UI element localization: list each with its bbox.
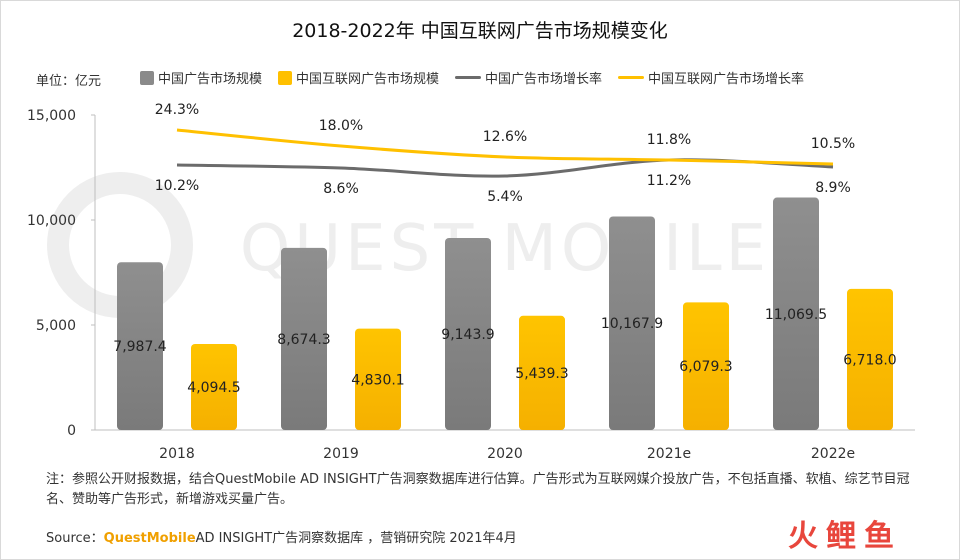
x-tick-label: 2021e	[647, 446, 691, 462]
brand-logo-text: 火鲤鱼	[788, 519, 902, 552]
bar-internet-ad-market	[355, 328, 401, 430]
bar-data-label: 9,143.9	[441, 327, 494, 343]
bar-internet-ad-market	[519, 315, 565, 430]
line-data-label: 12.6%	[483, 129, 527, 145]
legend-label: 中国广告市场增长率	[485, 72, 603, 87]
bar-data-label: 10,167.9	[601, 316, 663, 332]
source-rest: AD INSIGHT广告洞察数据库 ，营销研究院 2021年4月	[195, 531, 517, 546]
legend-item-0: 中国广告市场规模	[140, 68, 262, 87]
legend-item-1: 中国互联网广告市场规模	[278, 68, 439, 87]
unit-label: 单位：亿元	[36, 74, 102, 89]
bar-internet-ad-market	[847, 288, 893, 430]
legend-label: 中国互联网广告市场增长率	[648, 72, 805, 87]
chart-legend: 中国广告市场规模 中国互联网广告市场规模 中国广告市场增长率 中国互联网广告市场增长率	[140, 68, 820, 87]
legend-swatch	[278, 70, 293, 85]
y-tick-label: 5,000	[36, 318, 76, 334]
bar-data-label: 5,439.3	[515, 366, 568, 382]
legend-swatch	[618, 76, 645, 79]
source-prefix: Source：	[46, 531, 104, 546]
source-line: Source：QuestMobileAD INSIGHT广告洞察数据库 ，营销研…	[46, 527, 517, 546]
bar-data-label: 6,718.0	[843, 352, 896, 368]
chart-plot: QUEST MOBILE 0 5,000 10,000 15,000 2018 2019 20…	[27, 102, 915, 462]
bar-internet-ad-market	[191, 344, 237, 430]
bar-data-label: 4,830.1	[351, 372, 404, 388]
bar-ad-market	[445, 237, 491, 430]
legend-label: 中国广告市场规模	[158, 72, 263, 87]
y-tick-label: 0	[67, 423, 76, 439]
x-tick-label: 2019	[323, 446, 359, 462]
y-tick-label: 15,000	[27, 108, 76, 124]
line-data-label: 8.9%	[815, 180, 851, 196]
x-tick-label: 2022e	[811, 446, 855, 462]
line-data-label: 11.2%	[647, 173, 691, 189]
source-brand: QuestMobile	[103, 531, 196, 546]
x-tick-label: 2020	[487, 446, 523, 462]
legend-item-3: 中国互联网广告市场增长率	[618, 68, 804, 87]
legend-label: 中国互联网广告市场规模	[296, 72, 440, 87]
bar-ad-market	[773, 197, 819, 430]
legend-swatch	[140, 70, 154, 85]
line-data-label: 10.5%	[811, 136, 855, 152]
legend-swatch	[455, 76, 482, 79]
brand-logo: 火鲤鱼	[788, 519, 902, 552]
bar-data-label: 7,987.4	[113, 339, 167, 355]
line-data-label: 10.2%	[155, 178, 199, 194]
line-internet-ad-growth	[176, 128, 834, 166]
line-data-label: 18.0%	[319, 118, 363, 134]
chart-note: 注：参照公开财报数据，结合QuestMobile AD INSIGHT广告洞察数…	[46, 472, 910, 507]
y-tick-label: 10,000	[27, 213, 76, 229]
line-data-label: 11.8%	[647, 132, 691, 148]
watermark-text: QUEST MOBILE	[240, 212, 770, 286]
bar-ad-market	[281, 247, 327, 430]
bar-data-label: 11,069.5	[765, 307, 827, 323]
line-data-label: 5.4%	[487, 189, 523, 205]
bar-data-label: 6,079.3	[679, 359, 732, 375]
bar-ad-market	[609, 216, 655, 430]
line-data-label: 24.3%	[155, 102, 199, 118]
bar-internet-ad-market	[683, 302, 729, 430]
bar-data-label: 4,094.5	[187, 380, 240, 396]
chart-title: 2018-2022年 中国互联网广告市场规模变化	[292, 20, 668, 42]
x-tick-label: 2018	[159, 446, 195, 462]
legend-item-2: 中国广告市场增长率	[455, 68, 602, 87]
line-data-label: 8.6%	[323, 181, 359, 197]
bar-data-label: 8,674.3	[277, 332, 330, 348]
bar-ad-market	[117, 262, 163, 430]
